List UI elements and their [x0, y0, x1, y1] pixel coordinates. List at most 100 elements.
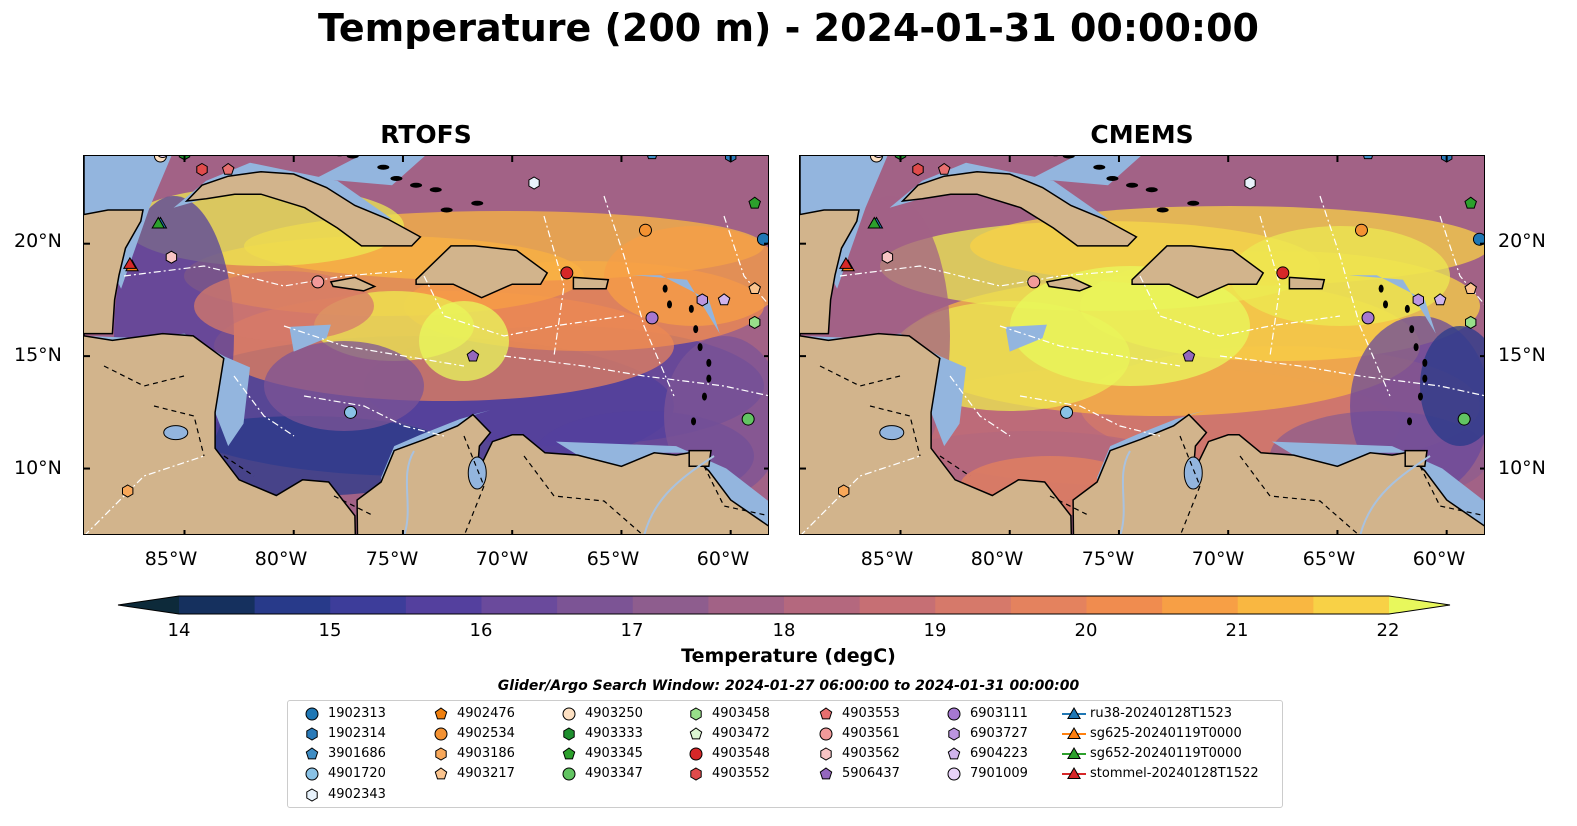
platform-marker-4903553 — [221, 162, 235, 175]
platform-marker-4901720 — [344, 405, 358, 419]
legend-pentagon-marker — [819, 707, 833, 720]
search-window-text: Glider/Argo Search Window: 2024-01-27 06… — [497, 678, 1080, 694]
legend-circle-marker — [819, 727, 833, 741]
legend-circle-marker — [562, 707, 576, 721]
panel-title-rtofs: RTOFS — [380, 120, 472, 149]
platform-marker-3901686 — [1363, 156, 1373, 160]
legend-pentagon-marker — [947, 747, 961, 760]
platform-marker-stommel-20240128T1522 — [838, 256, 853, 269]
lon-label-75w-cmems: 75°W — [1081, 548, 1135, 570]
lat-label-10n-right: 10°N — [1498, 457, 1546, 479]
lat-label-20n-right: 20°N — [1498, 230, 1546, 252]
lon-label-70w-rtofs: 70°W — [475, 548, 529, 570]
legend-pentagon-marker — [305, 747, 319, 760]
colorbar-tick-22: 22 — [1376, 620, 1400, 641]
lon-label-85w-cmems: 85°W — [860, 548, 914, 570]
lon-label-65w-cmems: 65°W — [1302, 548, 1356, 570]
lon-label-75w-rtofs: 75°W — [365, 548, 419, 570]
legend-hexagon-marker — [948, 727, 960, 741]
platform-marker-7901009 — [157, 156, 168, 159]
platform-marker-4902343 — [1244, 176, 1256, 190]
platform-marker-1902313 — [1472, 232, 1484, 246]
lat-label-15n-right: 15°N — [1498, 344, 1546, 366]
platform-marker-6903111 — [1361, 311, 1375, 325]
lon-label-70w-cmems: 70°W — [1191, 548, 1245, 570]
legend-pentagon-marker — [434, 707, 448, 720]
legend-hexagon-marker — [820, 747, 832, 761]
legend-triangle-line-marker — [1062, 707, 1086, 719]
platform-marker-4903548 — [560, 266, 574, 280]
lon-label-85w-rtofs: 85°W — [144, 548, 198, 570]
legend-circle-marker — [305, 767, 319, 781]
colorbar-tick-14: 14 — [167, 620, 191, 641]
platform-marker-sg652-20240119T0000 — [867, 216, 882, 229]
platform-marker-4902534 — [638, 223, 652, 237]
legend-circle-marker — [305, 707, 319, 721]
temperature-colorbar — [117, 595, 1451, 615]
map-panel-rtofs — [83, 155, 769, 535]
platform-marker-4903347 — [741, 412, 755, 426]
platform-marker-4903186 — [838, 484, 850, 498]
legend-hexagon-marker — [563, 727, 575, 741]
platform-marker-6903111 — [645, 311, 659, 325]
legend-hexagon-marker — [690, 767, 702, 781]
platform-marker-4902534 — [1354, 223, 1368, 237]
legend-hexagon-marker — [690, 707, 702, 721]
platform-marker-4903552 — [196, 162, 208, 177]
legend-hexagon-marker — [435, 747, 447, 761]
legend-triangle-line-marker — [1062, 727, 1086, 739]
lat-label-10n-left: 10°N — [14, 457, 62, 479]
legend-pentagon-marker — [689, 727, 703, 740]
platform-marker-4902343 — [528, 176, 540, 190]
colorbar-tick-16: 16 — [469, 620, 493, 641]
platform-marker-1902313 — [756, 232, 768, 246]
platform-marker-4903562 — [881, 250, 894, 264]
colorbar-tick-17: 17 — [620, 620, 644, 641]
platform-marker-4903458 — [749, 315, 761, 329]
legend-circle-marker — [434, 727, 448, 741]
lon-label-80w-rtofs: 80°W — [254, 548, 308, 570]
legend-triangle-line-marker — [1062, 767, 1086, 779]
platform-marker-7901009 — [873, 156, 884, 159]
platform-marker-4903562 — [165, 250, 178, 264]
lat-label-20n-left: 20°N — [14, 230, 62, 252]
platform-marker-4903552 — [912, 162, 924, 177]
legend-pentagon-marker — [434, 767, 448, 780]
platform-marker-3901686 — [647, 156, 657, 160]
lon-label-80w-cmems: 80°W — [970, 548, 1024, 570]
platform-marker-4903345 — [748, 196, 761, 209]
platform-marker-4903548 — [1276, 266, 1290, 280]
panel-title-cmems: CMEMS — [1090, 120, 1194, 149]
legend-circle-marker — [947, 707, 961, 721]
platform-marker-4901720 — [1060, 405, 1074, 419]
platform-marker-stommel-20240128T1522 — [122, 256, 137, 269]
map-panel-cmems — [799, 155, 1485, 535]
platform-marker-6904223 — [717, 293, 731, 306]
platform-marker-sg652-20240119T0000 — [151, 216, 166, 229]
platform-marker-4903345 — [1464, 196, 1477, 209]
legend-hexagon-marker — [306, 788, 318, 802]
platform-marker-6903727 — [1412, 293, 1424, 307]
platform-marker-4903561 — [1027, 275, 1041, 289]
platform-marker-4903561 — [311, 275, 325, 289]
platform-marker-5906437 — [466, 349, 480, 362]
figure-title: Temperature (200 m) - 2024-01-31 00:00:0… — [317, 6, 1259, 50]
platform-marker-4903347 — [1457, 412, 1471, 426]
lon-label-60w-rtofs: 60°W — [696, 548, 750, 570]
platform-marker-4903553 — [937, 162, 951, 175]
colorbar-tick-18: 18 — [772, 620, 796, 641]
lon-label-60w-cmems: 60°W — [1412, 548, 1466, 570]
platform-marker-4903217 — [1464, 282, 1477, 294]
platform-legend: 1902313 1902314 3901686 4901720 4902343 … — [287, 700, 1283, 808]
colorbar-tick-21: 21 — [1225, 620, 1249, 641]
platform-marker-6903727 — [696, 293, 708, 307]
legend-hexagon-marker — [306, 727, 318, 741]
lon-label-65w-rtofs: 65°W — [586, 548, 640, 570]
colorbar-tick-19: 19 — [923, 620, 947, 641]
platform-marker-4903458 — [1465, 315, 1477, 329]
legend-circle-marker — [947, 767, 961, 781]
colorbar-tick-15: 15 — [318, 620, 342, 641]
legend-circle-marker — [562, 767, 576, 781]
legend-triangle-line-marker — [1062, 747, 1086, 759]
colorbar-label: Temperature (degC) — [681, 645, 896, 667]
